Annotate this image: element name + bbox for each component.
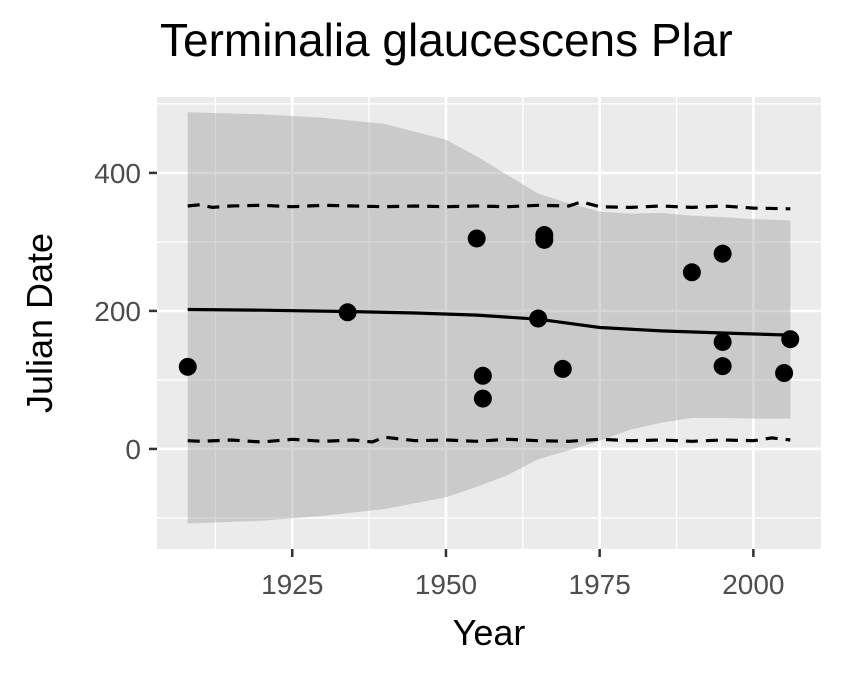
data-point xyxy=(473,366,492,385)
y-tick-label: 200 xyxy=(94,296,141,327)
data-point xyxy=(467,229,486,248)
major-gridlines xyxy=(157,97,821,549)
x-tick-label: 1975 xyxy=(569,569,631,600)
confidence-band-layer xyxy=(187,112,791,524)
x-tick-label: 1950 xyxy=(415,569,477,600)
confidence-band xyxy=(187,112,791,524)
data-point xyxy=(473,389,492,408)
x-axis-title: Year xyxy=(453,612,526,653)
data-point xyxy=(535,230,554,249)
data-point xyxy=(178,357,197,376)
axis-ticks: 0 200 400 1925 1950 1975 2000 xyxy=(94,158,784,600)
prediction-lower-line xyxy=(187,435,791,444)
y-axis-title: Julian Date xyxy=(19,233,60,413)
data-point xyxy=(338,303,357,322)
data-point xyxy=(529,309,548,328)
y-tick-label: 0 xyxy=(125,434,141,465)
chart-title: Terminalia glaucescens Plar xyxy=(160,14,733,66)
data-point xyxy=(682,263,701,282)
data-point xyxy=(553,359,572,378)
y-tick-label: 400 xyxy=(94,158,141,189)
data-point xyxy=(713,244,732,263)
data-point xyxy=(713,357,732,376)
data-point xyxy=(781,330,800,349)
minor-gridlines xyxy=(157,97,821,549)
data-point xyxy=(713,332,732,351)
prediction-upper-line xyxy=(187,200,791,211)
points-layer xyxy=(178,226,800,408)
x-tick-label: 1925 xyxy=(261,569,323,600)
data-point xyxy=(775,364,794,383)
x-tick-label: 2000 xyxy=(722,569,784,600)
